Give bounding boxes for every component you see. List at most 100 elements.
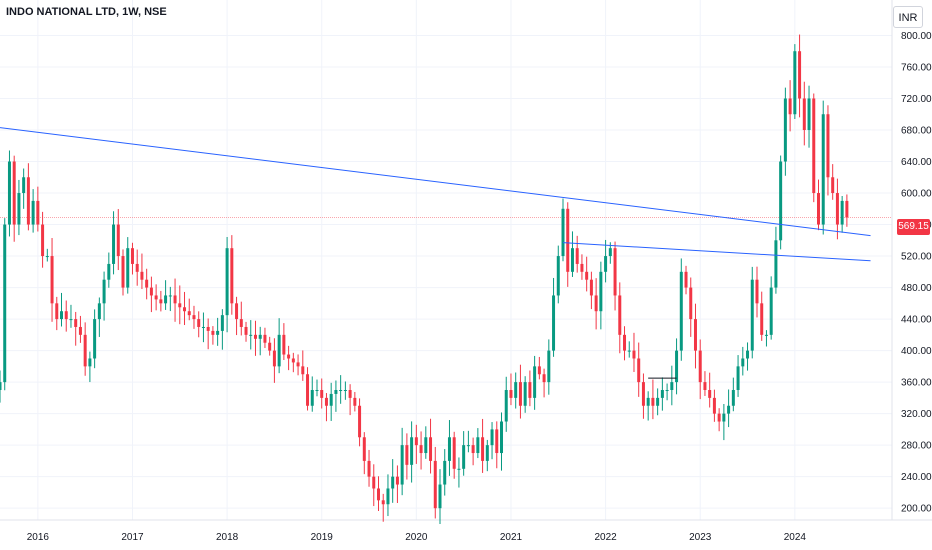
candle-body	[552, 295, 556, 351]
candle-body	[660, 390, 664, 398]
candle-body	[126, 248, 130, 288]
candle-body	[206, 326, 210, 331]
candle-body	[462, 445, 466, 469]
candle-body	[391, 476, 395, 489]
candle-body	[708, 390, 712, 398]
y-tick-label: 200.00	[901, 504, 932, 515]
candle-body	[121, 256, 125, 288]
candle-body	[831, 177, 835, 194]
candle-body	[149, 287, 153, 296]
candle-body	[22, 177, 26, 194]
candle-body	[466, 445, 470, 447]
candle-body	[367, 460, 371, 477]
candle-body	[798, 51, 802, 99]
candle-body	[376, 488, 380, 501]
candle-body	[627, 350, 631, 352]
candle-body	[675, 350, 679, 383]
candle-body	[476, 437, 480, 454]
candle-body	[509, 390, 513, 398]
candle-body	[447, 437, 451, 461]
trendline	[562, 242, 871, 262]
candle-body	[518, 382, 522, 406]
candle-body	[339, 390, 343, 391]
candle-body	[665, 390, 669, 391]
candle-body	[164, 295, 168, 304]
candle-body	[291, 358, 295, 363]
candle-body	[7, 161, 11, 225]
candle-body	[405, 445, 409, 465]
trendline	[0, 127, 871, 237]
candle-body	[637, 358, 641, 383]
candle-body	[211, 330, 215, 335]
candle-body	[301, 366, 305, 375]
candle-body	[310, 390, 314, 406]
candle-body	[656, 397, 660, 406]
candle-body	[348, 390, 352, 398]
candle-body	[570, 248, 574, 272]
candle-body	[750, 279, 754, 351]
y-tick-label: 440.00	[901, 315, 932, 326]
y-tick-label: 320.00	[901, 409, 932, 420]
y-tick-label: 680.00	[901, 126, 932, 137]
candle-body	[201, 326, 205, 328]
candle-body	[93, 319, 97, 359]
candle-body	[542, 374, 546, 383]
candle-body	[736, 366, 740, 390]
candle-body	[287, 354, 291, 359]
candle-body	[239, 319, 243, 327]
candle-body	[533, 366, 537, 398]
candle-body	[130, 248, 134, 264]
candle-body	[315, 390, 319, 391]
x-tick-label: 2023	[689, 532, 712, 543]
candle-body	[746, 350, 750, 359]
candle-body	[145, 279, 149, 288]
candle-body	[589, 279, 593, 296]
y-tick-label: 800.00	[901, 31, 932, 42]
candle-body	[372, 476, 376, 489]
candle-body	[306, 374, 310, 406]
candle-body	[632, 350, 636, 359]
candle-body	[154, 295, 158, 300]
candle-body	[443, 460, 447, 485]
candle-body	[159, 299, 163, 304]
candle-body	[36, 200, 40, 225]
candle-body	[362, 437, 366, 461]
candle-body	[599, 271, 603, 312]
x-tick-label: 2021	[500, 532, 523, 543]
candle-body	[760, 303, 764, 335]
x-tick-label: 2020	[405, 532, 428, 543]
candle-body	[623, 334, 627, 351]
candle-body	[17, 193, 21, 225]
candle-body	[296, 362, 300, 367]
y-tick-label: 760.00	[901, 62, 932, 73]
candle-body	[845, 200, 849, 218]
candle-body	[263, 334, 267, 343]
currency-selector[interactable]: INR	[893, 6, 923, 28]
x-tick-label: 2024	[784, 532, 807, 543]
candle-body	[424, 437, 428, 454]
y-tick-label: 600.00	[901, 189, 932, 200]
candle-body	[537, 366, 541, 375]
candle-body	[60, 311, 64, 320]
candle-body	[774, 240, 778, 288]
y-tick-label: 400.00	[901, 346, 932, 357]
candle-body	[528, 382, 532, 398]
candle-body	[386, 488, 390, 505]
candle-body	[485, 445, 489, 461]
candle-body	[50, 256, 54, 304]
candle-body	[580, 263, 584, 272]
candle-body	[324, 397, 328, 406]
candle-body	[717, 413, 721, 422]
candle-body	[187, 311, 191, 316]
candle-body	[197, 319, 201, 327]
candle-body	[641, 382, 645, 406]
candle-body	[438, 484, 442, 509]
candle-body	[88, 358, 92, 367]
candle-body	[400, 445, 404, 485]
candle-body	[26, 177, 30, 225]
candle-body	[684, 271, 688, 288]
candle-body	[481, 437, 485, 461]
candle-body	[140, 271, 144, 280]
candle-body	[679, 271, 683, 351]
